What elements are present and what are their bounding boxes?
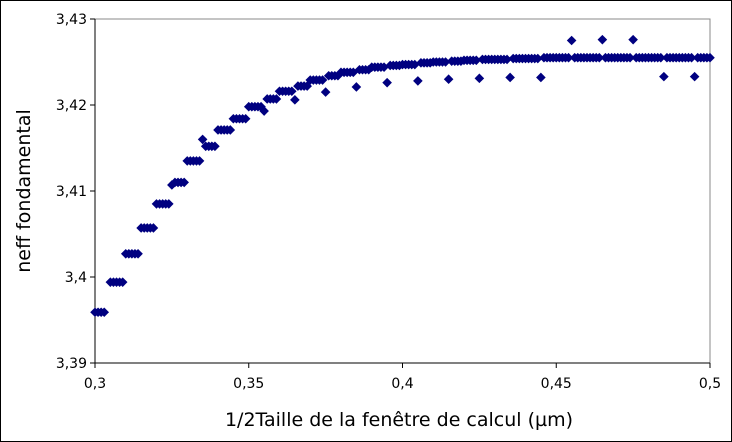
data-point [290,95,300,105]
data-point [194,156,205,166]
data-point [320,87,331,97]
data-point [440,57,451,67]
y-tick-label: 3,42 [56,98,87,114]
x-tick-label: 0,45 [541,376,572,392]
tick-labels: 3,39 3,4 3,41 3,42 3,43 0,3 0,35 0,4 0,45 0,5 [56,12,721,392]
x-tick-label: 0,4 [391,376,413,392]
x-tick-label: 0,5 [699,376,721,392]
data-point [197,134,208,145]
data-point [259,106,269,116]
data-point [656,52,666,63]
data-point [271,94,282,104]
data-point [471,55,482,66]
data-point [536,72,546,83]
data-point [502,54,512,65]
data-points [90,34,715,318]
y-tick-label: 3,41 [56,184,87,200]
data-point [689,71,700,82]
x-axis-title: 1/2Taille de la fenêtre de calcul (µm) [225,409,573,431]
data-point [443,74,454,84]
data-point [348,67,359,78]
y-axis-title: neff fondamental [13,109,35,273]
data-point [563,52,574,63]
y-tick-label: 3,4 [65,270,87,286]
data-point [99,307,110,318]
data-point [597,34,608,45]
data-point [210,141,220,152]
data-point [413,76,423,86]
data-point [659,71,669,82]
data-point [256,101,266,112]
axes [90,18,711,368]
data-point [410,59,420,70]
data-point [133,248,143,259]
data-point [179,177,189,188]
data-point [317,75,328,85]
data-point [474,73,485,84]
data-point [164,199,174,209]
data-point [379,62,389,72]
data-point [686,52,697,63]
x-tick-label: 0,3 [84,376,106,392]
data-point [628,34,638,45]
data-point [240,113,251,124]
data-point [594,52,605,63]
data-point [117,277,128,287]
data-point [505,72,515,83]
y-tick-label: 3,39 [56,356,87,372]
data-point [302,81,312,91]
data-point [705,52,715,63]
data-point [382,77,392,88]
data-point [533,53,543,64]
data-point [625,52,635,63]
y-tick-label: 3,43 [56,12,87,28]
data-point [287,86,297,97]
data-point [363,64,374,75]
data-point [225,125,236,135]
x-tick-label: 0,35 [233,376,264,392]
data-point [333,70,343,81]
data-point [566,35,577,46]
plot-area-border [94,18,711,364]
data-point [148,223,159,233]
data-point [351,82,362,92]
